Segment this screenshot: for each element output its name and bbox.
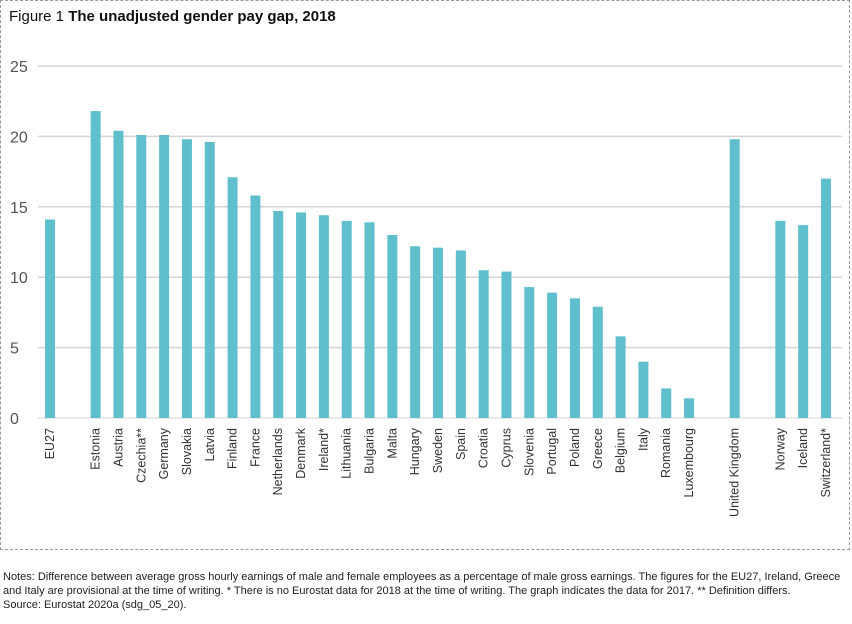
x-tick-label: Czechia** bbox=[134, 428, 148, 483]
bar bbox=[661, 388, 672, 418]
y-tick-label: 25 bbox=[10, 59, 28, 76]
notes: Notes: Difference between average gross … bbox=[3, 570, 848, 612]
bar bbox=[501, 271, 512, 418]
x-tick-label: Poland bbox=[568, 428, 582, 467]
notes-text: Notes: Difference between average gross … bbox=[3, 571, 841, 597]
x-tick-label: Bulgaria bbox=[363, 428, 377, 474]
x-tick-label: Lithuania bbox=[340, 428, 354, 479]
bar bbox=[615, 336, 626, 418]
x-tick-label: Finland bbox=[226, 428, 240, 469]
x-tick-label: Germany bbox=[157, 427, 171, 479]
bar bbox=[821, 178, 831, 418]
bar bbox=[181, 139, 192, 418]
x-tick-label: Ireland* bbox=[317, 428, 331, 471]
x-tick-label: United Kingdom bbox=[728, 428, 742, 517]
figure-label: Figure 1 bbox=[9, 8, 65, 25]
x-tick-label: Slovakia bbox=[180, 428, 194, 475]
bar bbox=[341, 220, 352, 418]
bar bbox=[638, 361, 649, 418]
x-tick-label: Netherlands bbox=[271, 428, 285, 495]
x-tick-label: Cyprus bbox=[499, 428, 513, 468]
bar bbox=[318, 215, 329, 418]
bar bbox=[136, 134, 147, 418]
x-tick-label: Slovenia bbox=[522, 428, 536, 476]
bar bbox=[478, 270, 489, 418]
source-text: Source: Eurostat 2020a (sdg_05_20). bbox=[3, 599, 187, 611]
bar bbox=[387, 234, 398, 418]
x-tick-label: Luxembourg bbox=[682, 428, 696, 498]
x-tick-label: Belgium bbox=[614, 428, 628, 473]
y-tick-label: 0 bbox=[10, 411, 19, 428]
x-tick-label: Estonia bbox=[89, 428, 103, 470]
x-tick-label: Austria bbox=[111, 428, 125, 467]
title-text: The unadjusted gender pay gap, 2018 bbox=[68, 8, 336, 25]
x-tick-label: Malta bbox=[385, 428, 399, 459]
bar bbox=[569, 298, 580, 418]
x-tick-label: Portugal bbox=[545, 428, 559, 475]
bar bbox=[455, 250, 466, 418]
bar bbox=[410, 246, 421, 418]
bar bbox=[227, 177, 238, 418]
bar bbox=[90, 111, 101, 418]
x-tick-label: Iceland bbox=[796, 428, 810, 468]
bar bbox=[684, 398, 695, 418]
bar bbox=[250, 195, 261, 418]
x-tick-label: Sweden bbox=[431, 428, 445, 473]
bar bbox=[729, 139, 740, 418]
x-tick-label: Spain bbox=[454, 428, 468, 460]
bar bbox=[113, 130, 124, 418]
bar-chart: 0 5 10 15 20 25 EU27 Estonia Austria Czechia** Ger… bbox=[10, 59, 842, 517]
x-tick-label: EU27 bbox=[43, 428, 57, 459]
bar bbox=[433, 247, 443, 418]
y-tick-label: 10 bbox=[10, 270, 28, 287]
bar bbox=[592, 306, 603, 418]
bar bbox=[296, 212, 307, 418]
x-tick-label: Denmark bbox=[294, 427, 308, 478]
bar bbox=[798, 225, 809, 418]
y-tick-label: 20 bbox=[10, 129, 28, 146]
y-tick-label: 15 bbox=[10, 200, 28, 217]
bar bbox=[775, 220, 786, 418]
x-tick-label: Latvia bbox=[203, 428, 217, 461]
x-tick-label: Greece bbox=[591, 428, 605, 469]
x-tick-label: Romania bbox=[659, 428, 673, 478]
x-tick-label: Switzerland* bbox=[819, 428, 833, 498]
x-tick-label: Norway bbox=[773, 427, 787, 470]
bar bbox=[204, 142, 215, 419]
bar bbox=[273, 211, 284, 418]
y-tick-label: 5 bbox=[10, 341, 19, 358]
bar bbox=[45, 219, 55, 418]
x-tick-label: Croatia bbox=[477, 428, 491, 468]
bar bbox=[364, 222, 375, 418]
x-tick-label: Hungary bbox=[408, 427, 422, 475]
figure-frame bbox=[0, 0, 850, 550]
bar bbox=[524, 287, 535, 418]
x-tick-label: France bbox=[248, 428, 262, 467]
chart-title: Figure 1 The unadjusted gender pay gap, … bbox=[9, 8, 336, 25]
bar bbox=[547, 292, 558, 418]
bar bbox=[159, 134, 170, 418]
x-tick-label: Italy bbox=[636, 427, 650, 451]
